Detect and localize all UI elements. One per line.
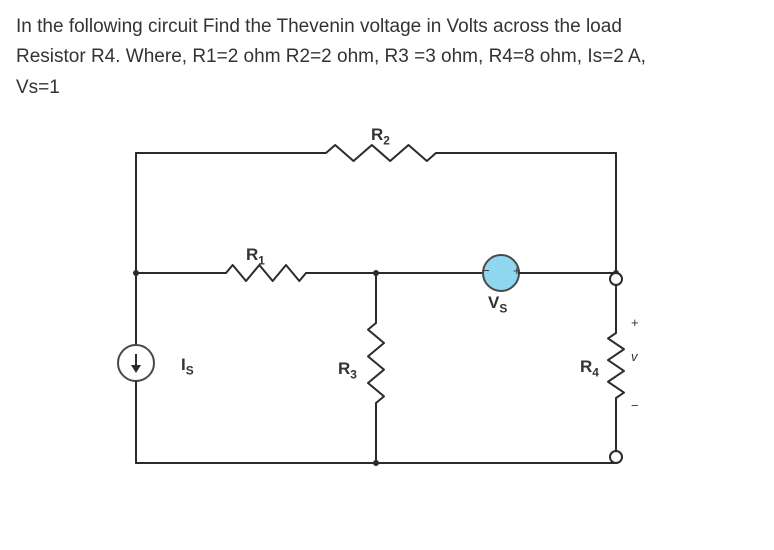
question-line1: In the following circuit Find the Theven… <box>16 16 622 37</box>
vs-base: V <box>488 293 499 312</box>
vs-sub: S <box>499 302 507 316</box>
r4-v: v <box>631 349 638 364</box>
label-r4: R4 <box>580 357 599 379</box>
r2-base: R <box>371 125 383 144</box>
label-is: IS <box>181 355 194 377</box>
r3-sub: 3 <box>350 368 357 382</box>
is-sub: S <box>186 364 194 378</box>
r1-base: R <box>246 245 258 264</box>
r4-sub: 4 <box>592 366 599 380</box>
vs-minus: − <box>482 263 490 278</box>
r4-base: R <box>580 357 592 376</box>
r2-sub: 2 <box>383 134 390 148</box>
label-vs: VS <box>488 293 507 315</box>
vs-plus: + <box>513 263 521 278</box>
r4-plus: + <box>631 315 639 330</box>
question-text: In the following circuit Find the Theven… <box>16 12 758 103</box>
r3-base: R <box>338 359 350 378</box>
r4-minus: − <box>631 398 639 413</box>
label-r1: R1 <box>246 245 265 267</box>
label-r3: R3 <box>338 359 357 381</box>
question-line2: Resistor R4. Where, R1=2 ohm R2=2 ohm, R… <box>16 46 646 67</box>
question-line3: Vs=1 <box>16 77 60 98</box>
r1-sub: 1 <box>258 254 265 268</box>
label-r2: R2 <box>371 125 390 147</box>
circuit-diagram: R2 R1 R3 R4 IS VS − + + v − <box>76 123 716 503</box>
